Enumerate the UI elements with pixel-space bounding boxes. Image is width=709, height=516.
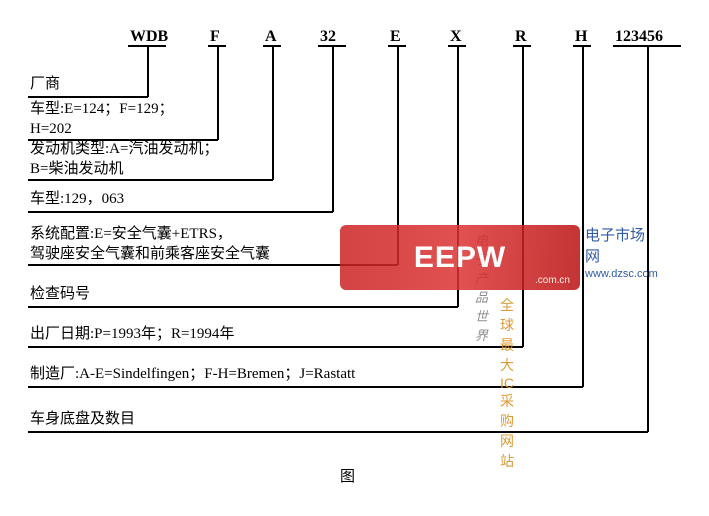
vin-segment-7: H: [575, 28, 587, 46]
diagram-container: WDB F A 32 E X R H 123456 厂商车型:E=124；F=129； H=20…: [0, 0, 709, 516]
vin-segment-6: R: [515, 28, 527, 46]
vin-segment-4: E: [390, 28, 401, 46]
decode-row-5: 检查码号: [30, 285, 90, 305]
decode-row-2: 发动机类型:A=汽油发动机； B=柴油发动机: [30, 140, 218, 179]
decode-row-6: 出厂日期:P=1993年；R=1994年: [30, 325, 234, 345]
figure-caption: 图: [340, 465, 355, 486]
decode-row-4: 系统配置:E=安全气囊+ETRS， 驾驶座安全气囊和前乘客座安全气囊: [30, 225, 270, 264]
decode-row-1: 车型:E=124；F=129； H=202: [30, 100, 174, 139]
vin-segment-5: X: [450, 28, 462, 46]
vin-segment-0: WDB: [130, 28, 168, 46]
decode-row-8: 车身底盘及数目: [30, 410, 135, 430]
vin-segment-1: F: [210, 28, 220, 46]
vin-segment-2: A: [265, 28, 277, 46]
vin-segment-8: 123456: [615, 28, 663, 46]
decode-row-0: 厂商: [30, 75, 60, 95]
decode-row-3: 车型:129，063: [30, 190, 124, 210]
vin-segment-3: 32: [320, 28, 336, 46]
decode-row-7: 制造厂:A-E=Sindelfingen；F-H=Bremen；J=Rastat…: [30, 365, 355, 385]
